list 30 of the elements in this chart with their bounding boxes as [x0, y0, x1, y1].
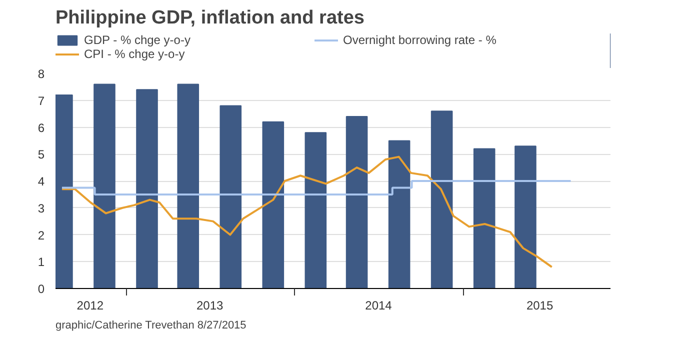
y-tick-label: 7	[38, 94, 45, 108]
bar	[514, 146, 536, 288]
y-tick-label: 0	[38, 282, 45, 296]
x-tick-label: 2014	[365, 298, 392, 312]
bar	[388, 140, 410, 288]
bar	[262, 121, 284, 288]
y-tick-label: 8	[38, 67, 45, 81]
y-tick-label: 6	[38, 120, 45, 135]
x-tick-label: 2012	[76, 298, 104, 312]
y-tick-label: 5	[38, 148, 45, 162]
x-tick-label: 2013	[196, 298, 224, 312]
bar	[136, 89, 158, 288]
x-tick-label: 2015	[526, 298, 554, 312]
y-tick-label: 1	[38, 255, 45, 270]
bar	[304, 132, 327, 288]
bar	[346, 116, 368, 288]
y-tick-label: 3	[38, 201, 45, 216]
legend-label: Overnight borrowing rate - %	[343, 33, 498, 47]
legend-label: CPI - % chge y-o-y	[84, 47, 186, 61]
line-series	[60, 156, 553, 268]
bar	[220, 105, 242, 288]
bar	[473, 148, 496, 288]
legend-label: GDP - % chge y-o-y	[84, 33, 192, 47]
bar	[177, 84, 200, 288]
chart-title: Philippine GDP, inflation and rates	[56, 8, 364, 28]
bar	[94, 84, 116, 288]
y-tick-label: 4	[38, 174, 45, 188]
text: graphic/Catherine Trevethan 8/27/2015	[56, 320, 246, 332]
bar	[430, 110, 453, 288]
y-tick-label: 2	[38, 228, 45, 242]
